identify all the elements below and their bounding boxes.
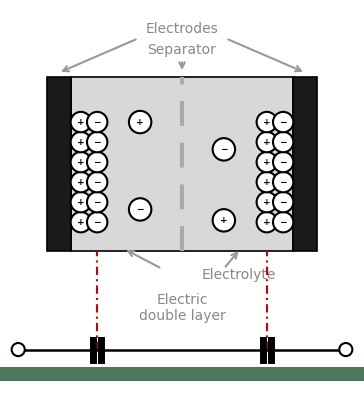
Text: +: +	[263, 198, 270, 207]
Circle shape	[257, 212, 277, 232]
Circle shape	[71, 192, 91, 212]
Circle shape	[257, 192, 277, 212]
Circle shape	[12, 343, 25, 356]
Text: +: +	[263, 218, 270, 227]
Circle shape	[87, 132, 107, 152]
Circle shape	[87, 172, 107, 192]
Text: −: −	[280, 158, 287, 167]
Circle shape	[273, 132, 293, 152]
Circle shape	[71, 172, 91, 192]
Circle shape	[87, 192, 107, 212]
Text: +: +	[220, 216, 228, 225]
Text: +: +	[77, 118, 84, 127]
Text: +: +	[263, 138, 270, 146]
Circle shape	[257, 112, 277, 132]
Text: −: −	[220, 145, 228, 154]
FancyBboxPatch shape	[0, 367, 364, 380]
Text: +: +	[263, 118, 270, 127]
Circle shape	[273, 112, 293, 132]
Text: Electrolyte: Electrolyte	[201, 268, 276, 282]
Text: −: −	[94, 218, 101, 227]
FancyBboxPatch shape	[293, 77, 317, 251]
Circle shape	[71, 212, 91, 232]
Text: −: −	[94, 198, 101, 207]
Circle shape	[87, 112, 107, 132]
Circle shape	[273, 192, 293, 212]
Text: Separator: Separator	[147, 43, 217, 57]
Circle shape	[213, 138, 235, 160]
Circle shape	[213, 209, 235, 231]
Text: +: +	[263, 177, 270, 187]
Text: −: −	[94, 177, 101, 187]
FancyBboxPatch shape	[47, 77, 71, 251]
Text: −: −	[280, 218, 287, 227]
Text: +: +	[77, 138, 84, 146]
Circle shape	[273, 212, 293, 232]
Text: +: +	[263, 158, 270, 167]
Circle shape	[71, 132, 91, 152]
Circle shape	[257, 172, 277, 192]
Text: −: −	[280, 198, 287, 207]
Text: −: −	[94, 118, 101, 127]
Circle shape	[273, 172, 293, 192]
Text: −: −	[94, 158, 101, 167]
Circle shape	[129, 198, 151, 221]
Text: +: +	[77, 218, 84, 227]
Circle shape	[257, 132, 277, 152]
Circle shape	[71, 152, 91, 172]
Text: −: −	[280, 177, 287, 187]
Text: −: −	[280, 138, 287, 146]
Circle shape	[339, 343, 352, 356]
FancyBboxPatch shape	[71, 77, 293, 251]
Text: −: −	[136, 205, 144, 214]
Text: Electric
double layer: Electric double layer	[139, 293, 225, 323]
Circle shape	[87, 152, 107, 172]
Text: +: +	[77, 198, 84, 207]
Text: −: −	[94, 138, 101, 146]
Text: +: +	[77, 177, 84, 187]
Text: Electrodes: Electrodes	[146, 22, 218, 36]
Text: +: +	[77, 158, 84, 167]
Circle shape	[71, 112, 91, 132]
Circle shape	[257, 152, 277, 172]
Text: −: −	[280, 118, 287, 127]
Circle shape	[87, 212, 107, 232]
Text: +: +	[136, 118, 144, 127]
Circle shape	[129, 111, 151, 133]
Circle shape	[273, 152, 293, 172]
